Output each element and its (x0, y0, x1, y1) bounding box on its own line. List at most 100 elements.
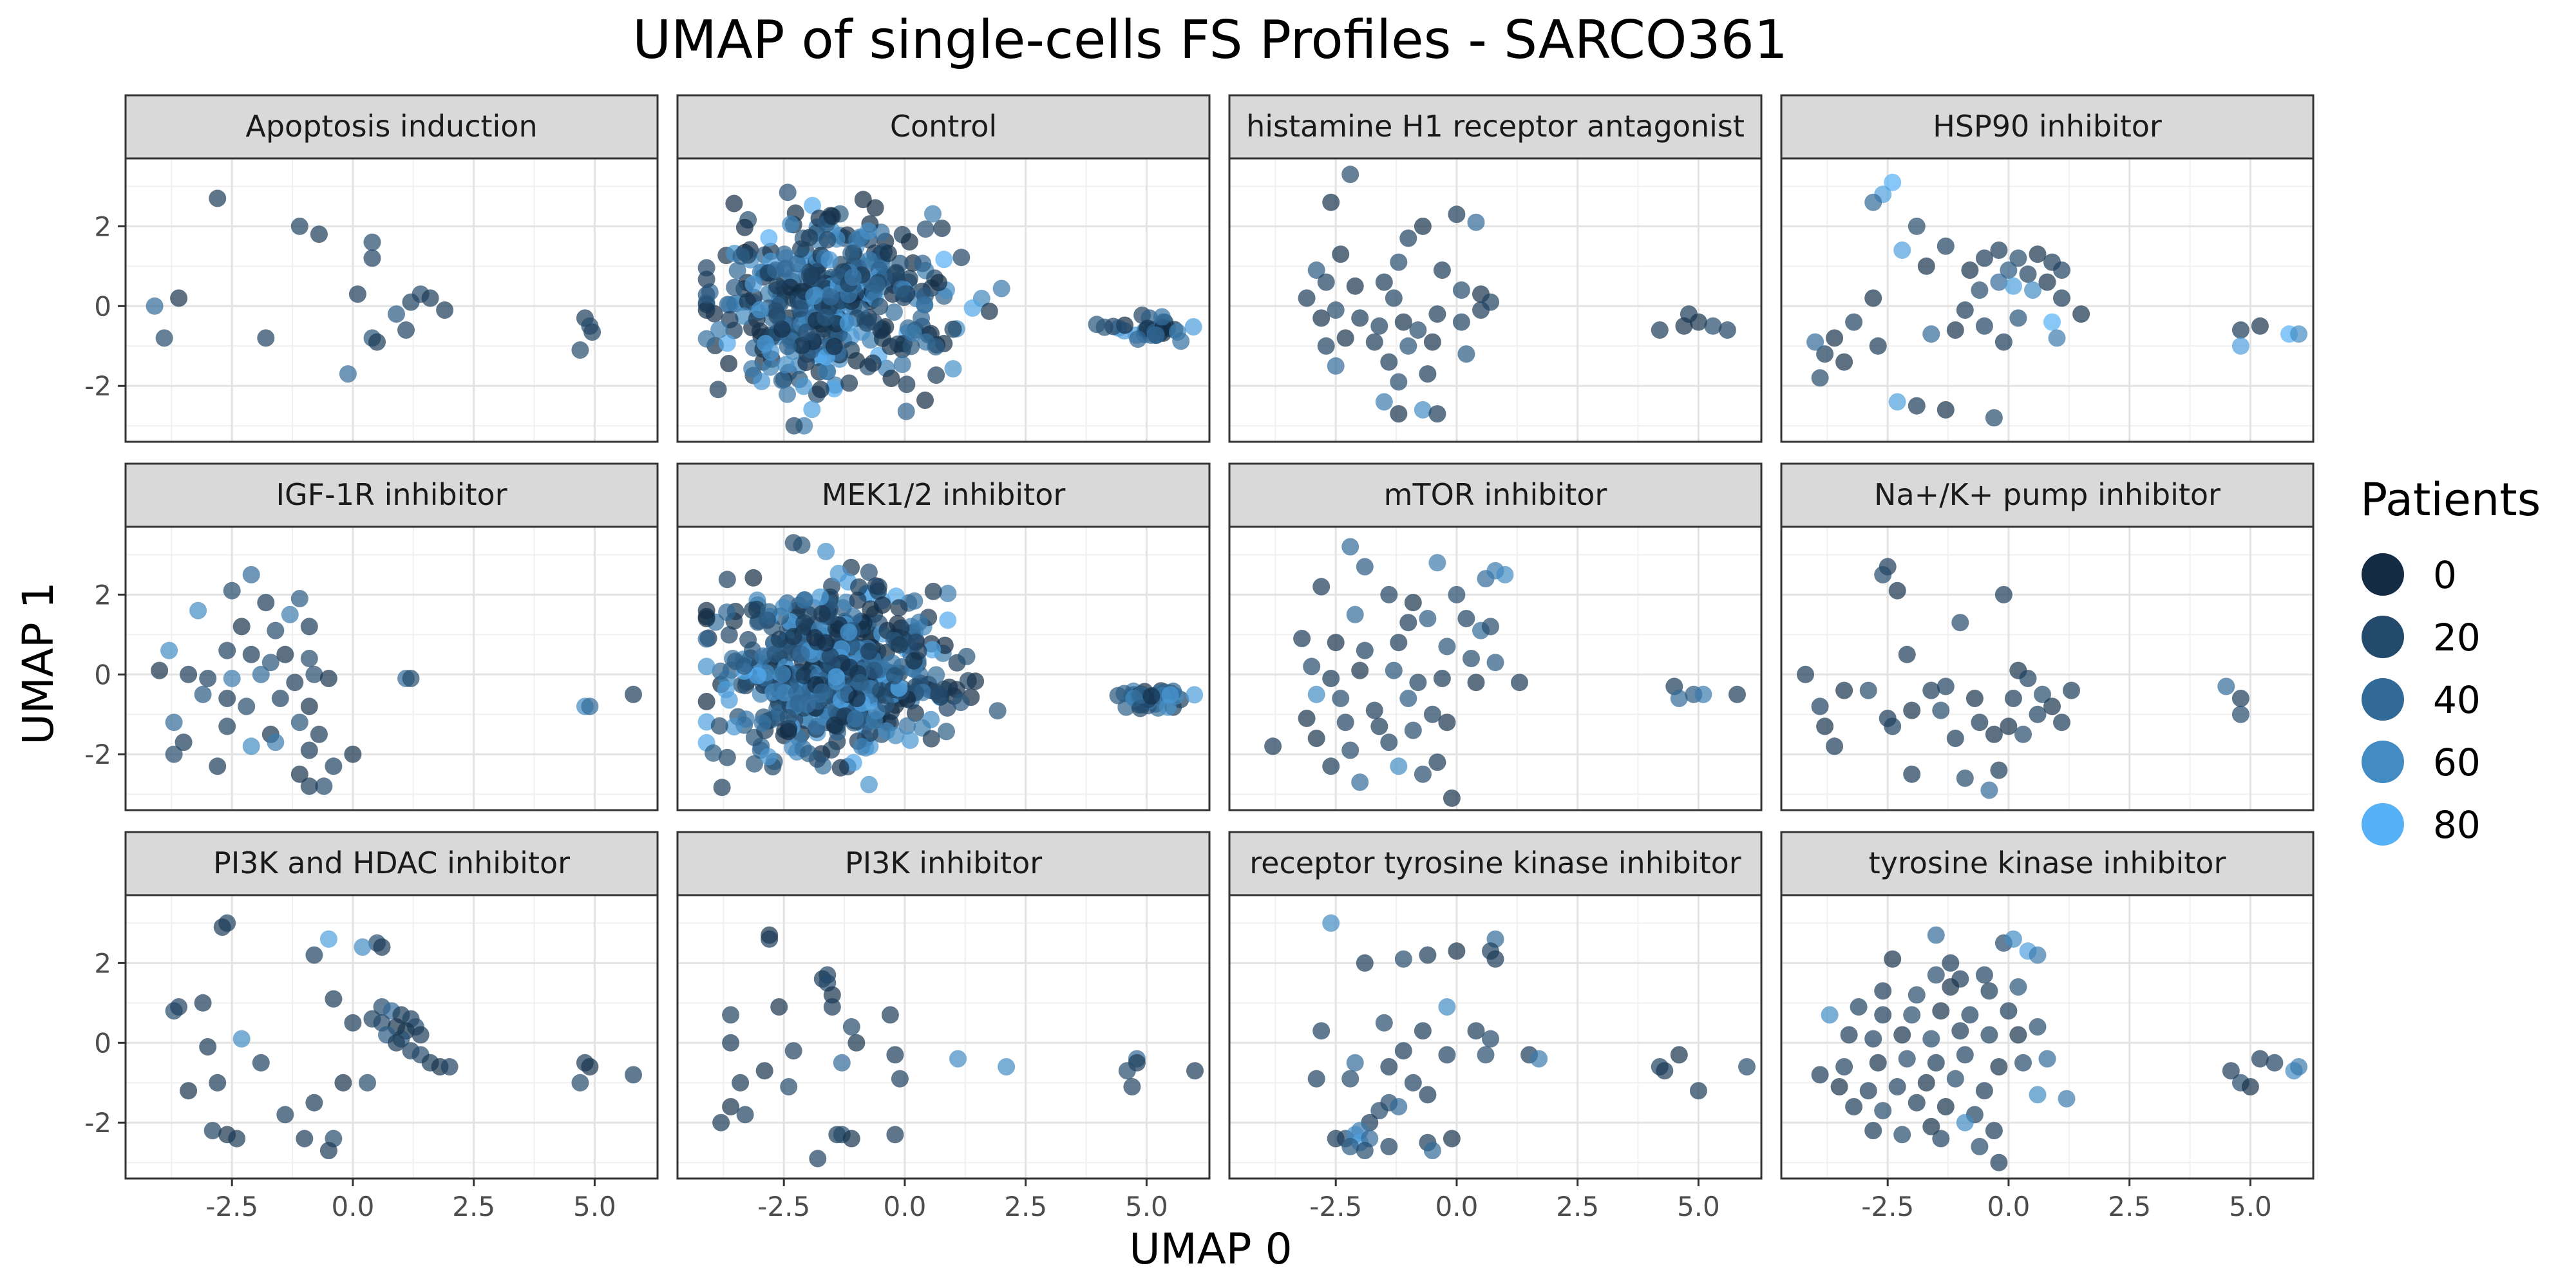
data-point (1414, 765, 1432, 783)
data-point (1385, 661, 1403, 679)
data-point (788, 684, 806, 702)
data-point (709, 381, 727, 399)
data-point (823, 998, 841, 1016)
data-point (2072, 305, 2090, 323)
panel-border (1780, 894, 2315, 1180)
panel-border (1228, 157, 1763, 443)
data-point (916, 220, 934, 238)
data-point (1821, 1006, 1839, 1024)
data-point (1694, 685, 1712, 703)
data-point (901, 732, 919, 749)
data-point (2043, 313, 2061, 331)
data-point (1438, 1046, 1456, 1064)
data-point (281, 605, 299, 623)
data-point (175, 734, 193, 752)
data-point (276, 645, 294, 663)
data-point (808, 263, 826, 281)
data-point (1482, 618, 1499, 636)
legend-label: 40 (2433, 678, 2481, 722)
data-point (1399, 337, 1417, 355)
data-point (721, 296, 739, 314)
data-point (1689, 1082, 1707, 1100)
data-point (2019, 265, 2037, 283)
x-tick-label: 2.5 (1004, 1191, 1047, 1222)
data-point (1341, 1070, 1359, 1088)
data-point (228, 1130, 246, 1148)
facet-strip-label: receptor tyrosine kinase inhibitor (1249, 846, 1741, 880)
data-point (232, 1030, 251, 1048)
data-point (1394, 313, 1412, 331)
data-point (1356, 641, 1374, 659)
data-point (2014, 725, 2032, 743)
data-point (1927, 966, 1945, 984)
data-point (828, 673, 846, 690)
data-point (165, 714, 183, 732)
data-point (209, 1074, 227, 1092)
data-point (1826, 737, 1844, 755)
data-point (204, 1122, 222, 1140)
data-point (305, 665, 323, 683)
data-point (218, 690, 236, 707)
data-point (151, 661, 169, 679)
data-point (1327, 301, 1345, 319)
legend-title: Patients (2360, 473, 2541, 526)
data-point (1893, 1026, 1911, 1044)
data-point (344, 1014, 362, 1032)
data-point (712, 662, 730, 680)
data-point (2029, 705, 2047, 723)
data-point (300, 618, 318, 636)
data-point (1486, 654, 1504, 672)
data-point (893, 355, 911, 374)
data-point (218, 717, 236, 735)
data-point (1888, 1078, 1906, 1095)
data-point (819, 231, 837, 249)
data-point (1951, 614, 1969, 632)
panel-border (124, 526, 659, 811)
data-point (793, 337, 811, 355)
data-point (1428, 305, 1446, 323)
data-point (1307, 1070, 1325, 1088)
data-point (1937, 1098, 1955, 1115)
plot-area (1781, 527, 2313, 810)
data-point (1448, 585, 1466, 603)
data-point (1448, 205, 1466, 223)
panel-border (124, 157, 659, 443)
data-point (1312, 578, 1331, 596)
data-point (436, 301, 454, 319)
data-point (829, 565, 848, 582)
facet-panel: MEK1/2 inhibitor (676, 462, 1211, 811)
data-point (770, 998, 788, 1016)
data-point (1811, 369, 1829, 387)
data-point (1869, 337, 1887, 355)
data-point (860, 642, 878, 660)
data-point (1994, 585, 2012, 603)
data-point (2014, 1054, 2032, 1072)
data-point (1419, 1086, 1437, 1104)
data-point (914, 254, 932, 272)
data-point (905, 652, 923, 670)
data-point (949, 1050, 967, 1068)
data-point (160, 641, 178, 659)
data-point (155, 329, 173, 347)
data-point (1864, 1122, 1882, 1140)
data-point (753, 372, 771, 390)
data-point (1463, 650, 1480, 667)
x-tick-label: 2.5 (2108, 1191, 2151, 1222)
facet-strip-label: Na+/K+ pump inhibitor (1874, 477, 2221, 512)
data-point (252, 1054, 270, 1072)
data-point (1322, 757, 1340, 775)
data-point (777, 355, 795, 374)
data-point (1298, 289, 1316, 307)
data-point (792, 240, 810, 258)
data-point (1922, 1030, 1940, 1048)
data-point (773, 665, 791, 683)
data-point (930, 685, 947, 703)
data-point (1186, 1062, 1204, 1080)
data-point (1390, 253, 1408, 271)
data-point (760, 603, 778, 621)
data-point (944, 360, 962, 378)
data-point (1394, 950, 1412, 968)
data-point (866, 712, 884, 730)
data-point (898, 375, 916, 393)
data-point (963, 299, 981, 317)
